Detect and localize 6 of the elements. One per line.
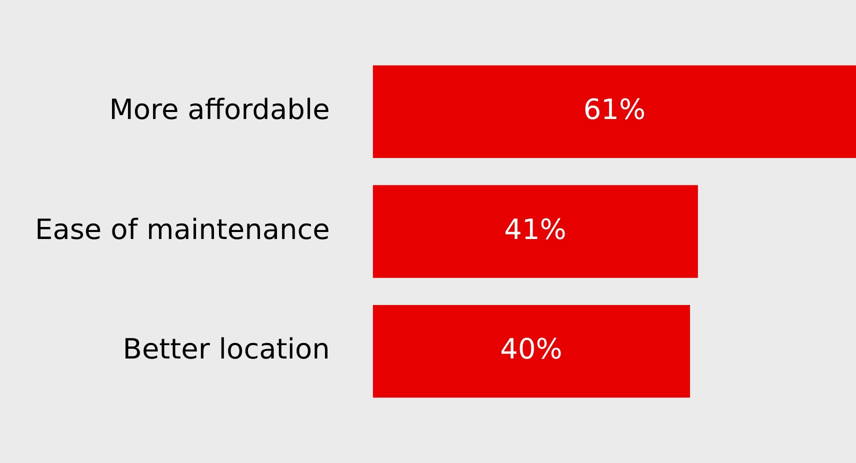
- y-tick-label: Ease of maintenance: [35, 212, 330, 246]
- data-label: 61%: [583, 92, 646, 126]
- y-tick-label: More affordable: [109, 92, 330, 126]
- data-label: 40%: [500, 332, 562, 366]
- data-label: 41%: [504, 212, 566, 246]
- y-tick-label: Better location: [122, 332, 330, 366]
